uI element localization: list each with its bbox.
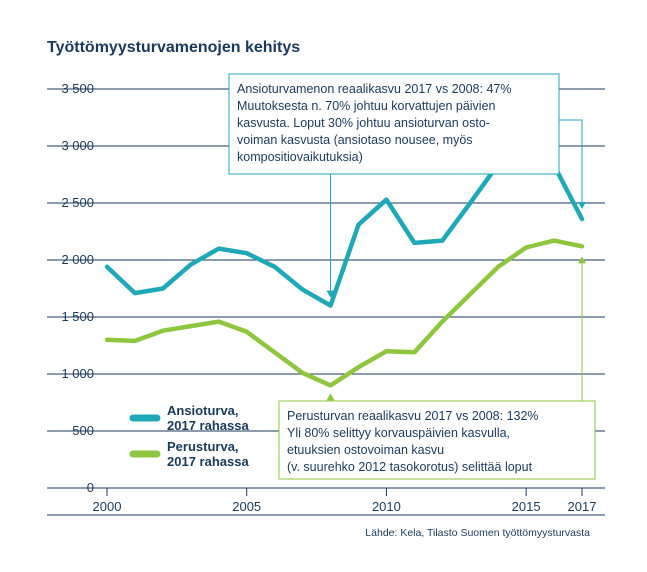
y-tick-label: 1 000 <box>61 366 94 381</box>
y-tick-label: 3 500 <box>61 81 94 96</box>
legend-label: Perusturva, <box>167 439 239 454</box>
chart-title: Työttömyysturvamenojen kehitys <box>47 39 300 56</box>
annotation-arrowhead <box>326 290 335 298</box>
annotation-arrowhead <box>578 201 586 209</box>
series <box>104 144 585 388</box>
annotation-line: Muutoksesta n. 70% johtuu korvattujen pä… <box>237 99 496 113</box>
annotation-line: Perusturvan reaalikasvu 2017 vs 2008: 13… <box>287 409 539 423</box>
y-axis-ticks: 0 500 1 000 1 500 2 000 2 500 3 000 3 500 <box>61 81 94 495</box>
series-line-1 <box>104 238 585 388</box>
y-tick-label: 2 500 <box>61 195 94 210</box>
annotation-arrowhead <box>326 393 335 401</box>
grid <box>47 88 605 489</box>
annotation-line: etuuksien ostovoiman kasvu <box>287 443 444 457</box>
annotation-line: Ansioturvamenon reaalikasvu 2017 vs 2008… <box>237 82 511 96</box>
x-tick-label: 2010 <box>372 499 401 514</box>
annotations: Ansioturvamenon reaalikasvu 2017 vs 2008… <box>228 73 596 480</box>
annotation-box-perusturva <box>278 400 596 480</box>
annotation-arrow-2017 <box>559 119 583 203</box>
annotation-arrowhead <box>578 256 586 264</box>
x-tick-label: 2000 <box>93 499 122 514</box>
x-axis-ticks: 2000 2005 2010 2015 2017 <box>93 488 597 514</box>
y-tick-label: 2 000 <box>61 252 94 267</box>
annotation-line: kasvusta. Loput 30% johtuu ansioturvan o… <box>237 116 490 130</box>
legend-label: Ansioturva, <box>167 403 239 418</box>
annotation-box-ansioturva <box>228 73 560 175</box>
y-tick-label: 0 <box>87 480 94 495</box>
y-tick-label: 3 000 <box>61 138 94 153</box>
source-note: Lähde: Kela, Tilasto Suomen työttömyystu… <box>365 527 590 539</box>
annotation-line: Yli 80% selittyy korvauspäivien kasvulla… <box>287 426 510 440</box>
annotation-line: kompositiovaikutuksia) <box>237 150 363 164</box>
x-tick-label: 2015 <box>512 499 541 514</box>
x-tick-label: 2005 <box>232 499 261 514</box>
annotation-line: voiman kasvusta (ansiotaso nousee, myös <box>237 133 473 147</box>
x-tick-label: 2017 <box>568 499 597 514</box>
y-tick-label: 500 <box>72 423 94 438</box>
annotation-line: (v. suurehko 2012 tasokorotus) selittää … <box>287 460 533 474</box>
y-tick-label: 1 500 <box>61 309 94 324</box>
legend-label: 2017 rahassa <box>167 454 249 469</box>
legend-label: 2017 rahassa <box>167 418 249 433</box>
